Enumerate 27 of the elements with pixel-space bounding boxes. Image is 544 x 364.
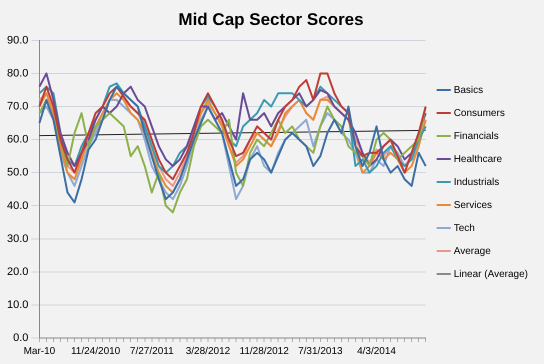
legend-label: Healthcare [454,154,502,165]
y-tick-label: 10.0 [6,298,28,311]
y-tick-label: 20.0 [6,266,28,278]
legend-label: Tech [454,222,475,234]
x-tick-label: 4/3/2014 [357,346,396,357]
x-tick-label: 7/31/2013 [298,346,344,357]
y-tick-label: 40.0 [6,200,28,212]
y-tick-label: 30.0 [6,232,28,245]
y-tick-label: 90.0 [6,34,28,46]
x-tick-label: 7/27/2011 [130,346,174,357]
y-tick-label: 60.0 [6,134,28,146]
legend-label: Average [454,246,492,257]
x-tick-label: 3/28/2012 [186,346,231,357]
legend-label: Services [454,200,492,211]
legend-label: Financials [454,130,499,142]
x-tick-label: 11/24/2010 [70,346,121,357]
x-tick-label: Mar-10 [24,346,56,357]
legend-label: Industrials [454,176,500,188]
y-tick-label: 80.0 [6,68,28,80]
chart-title: Mid Cap Sector Scores [178,10,364,29]
legend-label: Consumers [454,108,505,119]
y-tick-label: 50.0 [6,166,28,179]
y-tick-label: 0.0 [13,332,28,344]
x-tick-label: 11/28/2012 [240,346,290,357]
legend-label: Linear (Average) [454,268,528,280]
y-tick-label: 70.0 [6,100,28,113]
legend-label: Basics [454,84,484,96]
